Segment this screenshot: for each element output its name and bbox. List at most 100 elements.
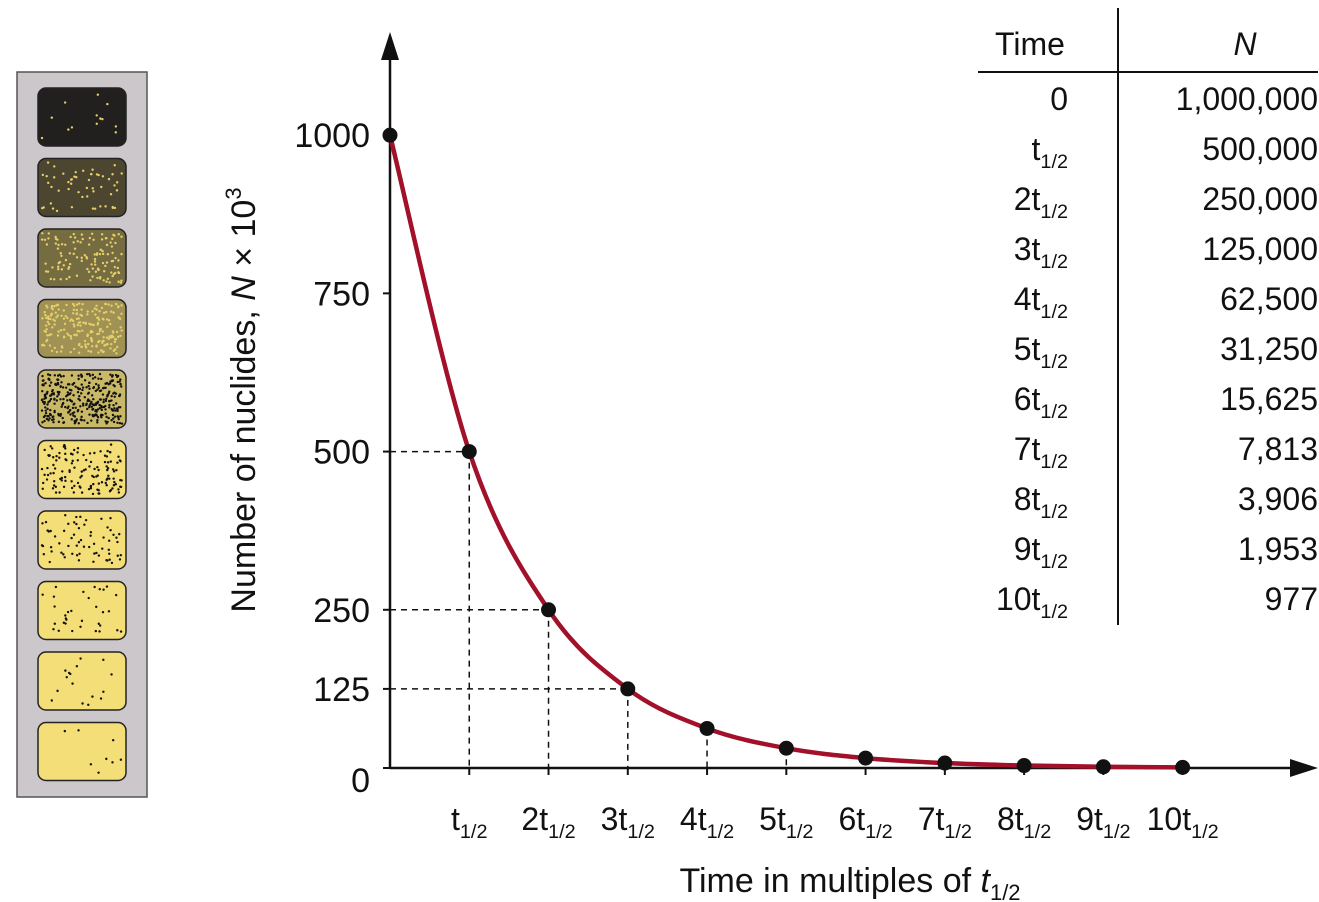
data-point xyxy=(937,755,953,771)
sample-dot xyxy=(77,526,81,530)
sample-dot xyxy=(92,542,96,546)
x-tick-label-main: 3t xyxy=(601,801,628,837)
x-tick-label: 3t1/2 xyxy=(601,801,655,843)
sample-dot xyxy=(94,629,98,633)
x-tick-label: 9t1/2 xyxy=(1076,801,1130,843)
sample-dot xyxy=(41,173,45,177)
x-axis-arrow xyxy=(1290,759,1318,777)
sample-dot xyxy=(78,485,81,488)
sample-dot xyxy=(98,372,102,376)
sample-dot xyxy=(102,269,106,273)
sample-dot xyxy=(64,514,67,517)
sample-dot xyxy=(89,279,92,282)
sample-dot xyxy=(49,277,53,281)
sample-dot xyxy=(53,165,56,168)
sample-dot xyxy=(75,418,78,421)
x-axis-title-symbol: t xyxy=(981,862,992,900)
sample-dot xyxy=(70,418,73,421)
sample-dot xyxy=(73,304,76,307)
sample-dot xyxy=(76,459,79,462)
sample-dot xyxy=(120,235,123,238)
sample-dot xyxy=(94,313,97,316)
sample-dot xyxy=(116,540,119,544)
sample-dot xyxy=(72,312,75,315)
sample-dot xyxy=(64,258,68,262)
sample-dot xyxy=(41,544,45,548)
sample-dot xyxy=(109,347,112,350)
sample-dot xyxy=(77,559,81,562)
sample-dot xyxy=(77,374,80,377)
sample-dot xyxy=(104,481,107,485)
sample-dot xyxy=(97,384,100,387)
sample-dot xyxy=(77,343,81,347)
sample-dot xyxy=(49,546,53,549)
sample-dot xyxy=(51,389,54,392)
sample-dot xyxy=(81,169,85,172)
sample-dot xyxy=(56,689,59,693)
sample-dot xyxy=(86,195,89,198)
sample-dot xyxy=(93,207,97,210)
sample-dot xyxy=(82,404,85,407)
sample-dot xyxy=(102,658,105,662)
sample-box xyxy=(37,721,127,782)
sample-dot xyxy=(73,402,76,405)
sample-dot xyxy=(87,487,91,491)
sample-dot xyxy=(105,465,108,468)
sample-dot xyxy=(109,528,112,532)
sample-dot xyxy=(91,267,95,270)
sample-dot xyxy=(57,420,61,424)
sample-dot xyxy=(119,630,123,633)
sample-dot xyxy=(107,548,111,551)
sample-dot xyxy=(109,380,112,383)
sample-dot xyxy=(114,392,118,395)
sample-dot xyxy=(45,340,48,343)
sample-dot xyxy=(82,453,85,457)
sample-dot xyxy=(46,529,49,532)
sample-dot xyxy=(105,422,108,425)
y-tick-label: 125 xyxy=(313,671,370,709)
sample-dot xyxy=(52,421,55,424)
sample-dot xyxy=(120,479,123,482)
sample-dot xyxy=(112,470,116,473)
sample-dot xyxy=(71,319,75,323)
sample-dot xyxy=(67,187,70,191)
sample-dot xyxy=(50,699,54,702)
sample-dot xyxy=(61,346,64,349)
sample-dot xyxy=(107,337,111,341)
table-count: 7,813 xyxy=(1238,431,1318,467)
data-point xyxy=(699,720,715,736)
sample-dot xyxy=(63,729,67,733)
sample-dot xyxy=(52,415,55,418)
sample-dot xyxy=(111,413,115,417)
sample-dot xyxy=(56,247,60,250)
sample-dot xyxy=(75,544,78,547)
sample-dot xyxy=(60,551,63,554)
sample-dot xyxy=(50,349,54,353)
sample-dot xyxy=(114,402,118,405)
data-point xyxy=(382,127,398,143)
sample-dot xyxy=(97,489,100,492)
sample-dot xyxy=(80,619,84,623)
sample-dot xyxy=(50,447,54,450)
sample-dot xyxy=(107,319,111,322)
sample-dot xyxy=(41,522,44,525)
sample-box xyxy=(37,298,127,359)
sample-dot xyxy=(80,308,83,311)
sample-dot xyxy=(47,419,50,422)
sample-dot xyxy=(46,407,49,411)
x-tick-label: 8t1/2 xyxy=(997,801,1051,843)
table-count: 125,000 xyxy=(1202,231,1318,267)
sample-dot xyxy=(75,515,78,519)
sample-dot xyxy=(112,403,115,407)
sample-dot xyxy=(68,398,72,402)
sample-dot xyxy=(50,185,53,189)
sample-dot xyxy=(79,418,83,421)
sample-dot xyxy=(96,474,99,477)
sample-dot xyxy=(117,259,120,262)
sample-dot xyxy=(76,447,80,450)
sample-dot xyxy=(87,349,90,353)
sample-dot xyxy=(73,466,76,469)
sample-dot xyxy=(80,470,83,473)
sample-dot xyxy=(60,405,63,408)
table-time-subscript: 1/2 xyxy=(1040,151,1068,173)
